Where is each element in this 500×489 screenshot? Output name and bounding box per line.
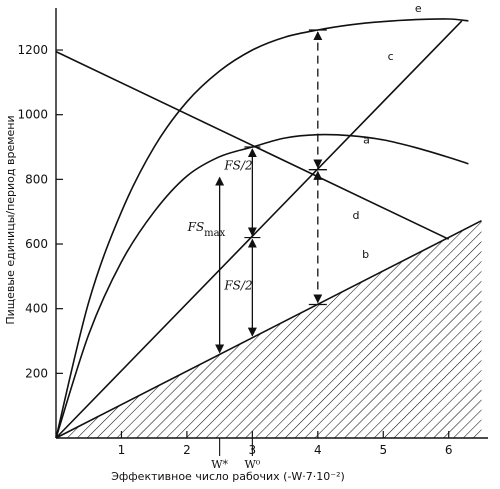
series-group <box>55 18 482 439</box>
series-a <box>55 133 469 439</box>
y-tick-label: 800 <box>25 172 48 186</box>
x-tick-label: 4 <box>314 443 322 457</box>
curve-label-c: c <box>388 50 394 63</box>
y-tick-label: 1200 <box>17 43 48 57</box>
y-tick-label: 200 <box>25 366 48 380</box>
axes: 20040060080010001200123456Эффективное чи… <box>4 8 488 483</box>
x-tick-label: 1 <box>118 443 126 457</box>
y-tick-label: 600 <box>25 237 48 251</box>
series-e <box>55 18 469 439</box>
annotation-fs-half-lower: FS/2 <box>223 278 252 292</box>
series-b <box>55 219 482 439</box>
arrows-group <box>215 29 327 354</box>
curve-label-b: b <box>362 248 369 261</box>
curve-label-d: d <box>353 209 360 222</box>
x-axis-title: Эффективное число рабочих (-W·7·10⁻²) <box>111 470 345 483</box>
x-tick-label: 2 <box>183 443 191 457</box>
series-c <box>55 20 463 439</box>
annotation-fsmax-sub: max <box>204 228 225 239</box>
x-marker-label: W⁰ <box>245 458 261 471</box>
curve-label-e: e <box>415 2 422 15</box>
y-tick-label: 400 <box>25 302 48 316</box>
x-tick-label: 5 <box>379 443 387 457</box>
series-d <box>55 50 450 240</box>
annotation-fs-half-upper: FS/2 <box>223 159 252 173</box>
x-marker-label: W* <box>211 458 228 471</box>
y-tick-label: 1000 <box>17 108 48 122</box>
x-tick-label: 6 <box>445 443 453 457</box>
curve-label-a: a <box>363 133 370 146</box>
y-axis-title: Пищевые единицы/период времени <box>4 115 17 324</box>
